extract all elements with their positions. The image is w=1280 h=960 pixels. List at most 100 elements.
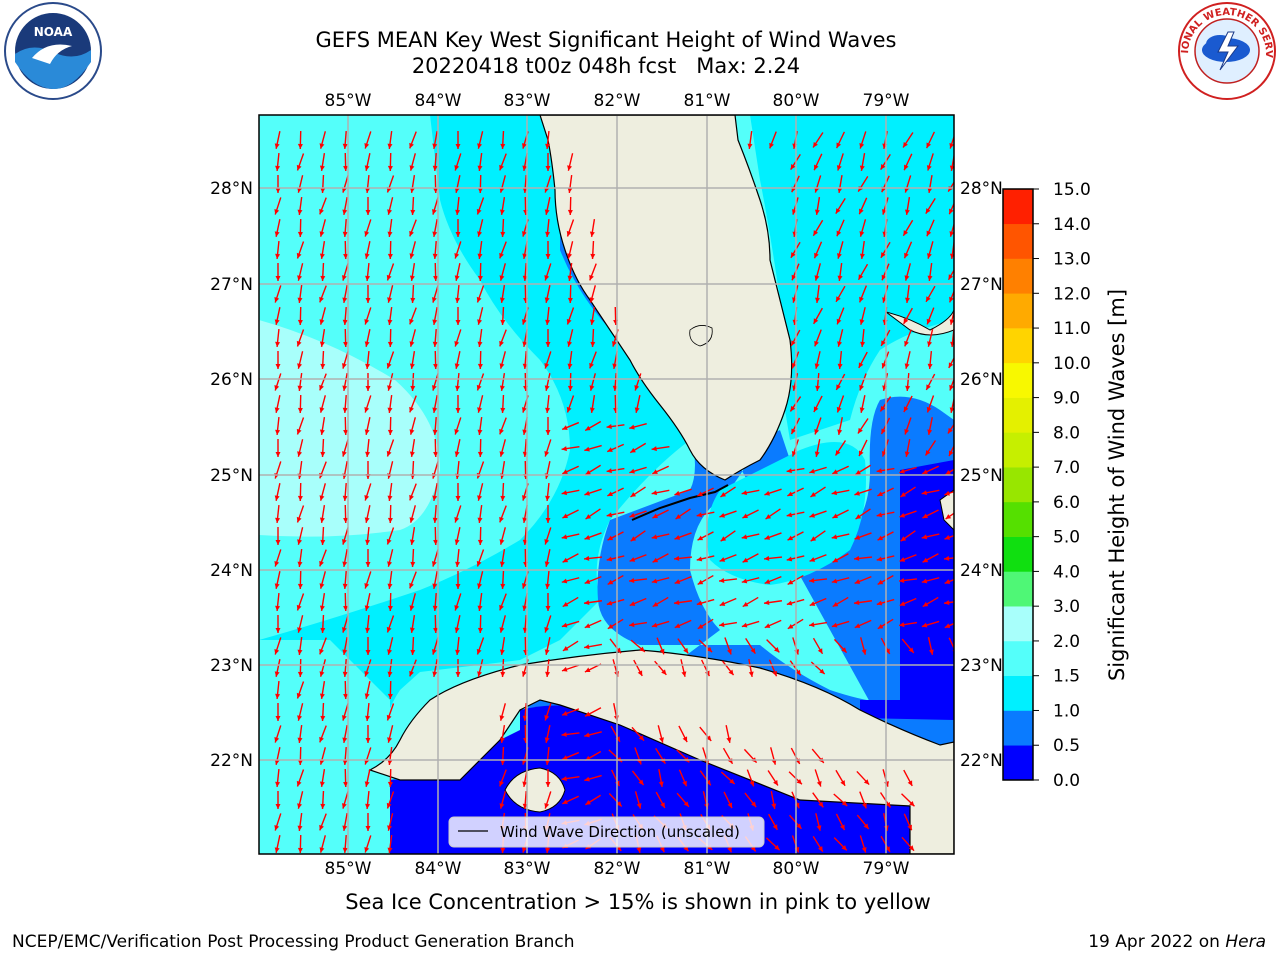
wave-direction-arrow	[607, 574, 624, 586]
wave-direction-arrow	[904, 351, 911, 369]
wave-direction-arrow	[275, 615, 281, 633]
wave-direction-arrow	[561, 489, 580, 496]
wave-direction-arrow	[476, 197, 485, 215]
wave-direction-arrow	[949, 395, 954, 413]
wave-direction-arrow	[432, 152, 438, 172]
map-frame	[258, 114, 955, 855]
wave-direction-arrow	[562, 596, 579, 608]
lat-label-left: 28°N	[210, 179, 253, 199]
wave-direction-arrow	[477, 571, 484, 589]
colorbar-tick-label: 10.0	[1053, 354, 1091, 374]
wave-direction-arrow	[770, 791, 777, 809]
wave-direction-arrow	[499, 593, 507, 611]
wave-direction-arrow	[567, 350, 573, 370]
wave-direction-arrow	[297, 570, 303, 590]
wave-direction-arrow	[319, 131, 327, 149]
wave-direction-arrow	[854, 619, 872, 629]
wave-direction-arrow	[409, 131, 417, 149]
wave-direction-arrow	[476, 549, 485, 567]
wave-direction-arrow	[674, 575, 692, 585]
wave-direction-arrow	[343, 504, 349, 524]
wave-direction-arrow	[341, 439, 349, 457]
wave-direction-arrow	[584, 731, 602, 738]
wave-direction-arrow	[275, 768, 281, 788]
wave-direction-arrow	[629, 510, 647, 518]
wave-direction-arrow	[432, 395, 438, 413]
wave-direction-arrow	[499, 373, 506, 391]
wave-direction-arrow	[566, 219, 575, 237]
wave-direction-arrow	[921, 489, 940, 496]
wave-direction-arrow	[634, 373, 642, 391]
wave-direction-arrow	[297, 636, 303, 656]
wave-direction-arrow	[833, 837, 848, 851]
wave-direction-arrow	[387, 130, 393, 150]
wave-direction-arrow	[544, 263, 552, 281]
wave-direction-arrow	[814, 263, 822, 281]
wave-direction-arrow	[296, 417, 305, 435]
wave-direction-arrow	[725, 725, 732, 743]
wave-direction-arrow	[630, 639, 646, 653]
wave-direction-arrow	[410, 196, 416, 216]
wave-direction-arrow	[696, 511, 715, 518]
wave-direction-arrow	[629, 621, 647, 628]
wave-direction-arrow	[765, 837, 781, 851]
wave-direction-arrow	[767, 770, 779, 786]
wave-direction-arrow	[814, 417, 822, 435]
wave-direction-arrow	[365, 285, 371, 303]
wave-direction-arrow	[387, 306, 393, 326]
wave-direction-arrow	[854, 575, 872, 585]
wave-direction-arrow	[763, 600, 783, 606]
wave-direction-arrow	[499, 351, 507, 369]
wave-direction-arrow	[904, 197, 911, 215]
lon-label-top: 80°W	[773, 91, 820, 111]
wave-direction-arrow	[320, 526, 326, 546]
wave-direction-arrow	[275, 680, 281, 700]
wave-direction-arrow	[584, 464, 602, 476]
wave-direction-arrow	[561, 751, 580, 761]
wave-direction-arrow	[275, 263, 281, 281]
wave-direction-arrow	[921, 577, 940, 584]
wave-direction-arrow	[544, 615, 552, 633]
wave-direction-arrow	[742, 509, 759, 519]
wave-direction-arrow	[925, 285, 936, 303]
sea-ice-note: Sea Ice Concentration > 15% is shown in …	[345, 890, 931, 914]
wave-direction-arrow	[544, 285, 551, 303]
lon-label-bottom: 81°W	[684, 859, 731, 879]
wave-direction-arrow	[944, 490, 954, 496]
wave-direction-arrow	[814, 769, 822, 787]
wave-direction-arrow	[745, 638, 756, 654]
wave-direction-arrow	[901, 793, 915, 807]
wave-direction-arrow	[409, 395, 417, 413]
machine-name: Hera	[1225, 932, 1266, 952]
wave-direction-arrow	[853, 600, 873, 606]
wave-direction-arrow	[927, 262, 933, 282]
wave-direction-arrow	[922, 596, 939, 608]
wave-direction-arrow	[764, 488, 782, 496]
colorbar-tick-label: 3.0	[1053, 597, 1080, 617]
wave-direction-arrow	[903, 395, 913, 413]
wave-direction-arrow	[584, 774, 602, 782]
wave-direction-arrow	[409, 175, 416, 193]
wave-direction-arrow	[925, 373, 936, 391]
wave-direction-arrow	[949, 377, 954, 391]
wave-direction-arrow	[589, 285, 597, 303]
wave-direction-arrow	[834, 440, 847, 456]
wave-direction-arrow	[386, 703, 395, 721]
wave-direction-arrow	[499, 703, 507, 721]
wave-direction-arrow	[652, 465, 669, 475]
wave-direction-arrow	[561, 775, 580, 782]
wave-direction-arrow	[297, 439, 304, 457]
wave-direction-arrow	[924, 440, 937, 456]
wave-direction-arrow	[433, 438, 439, 458]
wave-direction-arrow	[433, 262, 439, 282]
wave-direction-arrow	[343, 680, 349, 700]
wave-direction-arrow	[652, 509, 669, 519]
wave-direction-arrow	[275, 175, 281, 193]
wave-direction-arrow	[697, 531, 714, 541]
wave-direction-arrow	[319, 571, 327, 589]
wave-direction-arrow	[297, 548, 303, 568]
wave-direction-arrow	[814, 351, 821, 369]
lon-label-top: 84°W	[415, 91, 462, 111]
wave-direction-arrow	[409, 263, 416, 281]
wave-direction-arrow	[921, 620, 940, 628]
